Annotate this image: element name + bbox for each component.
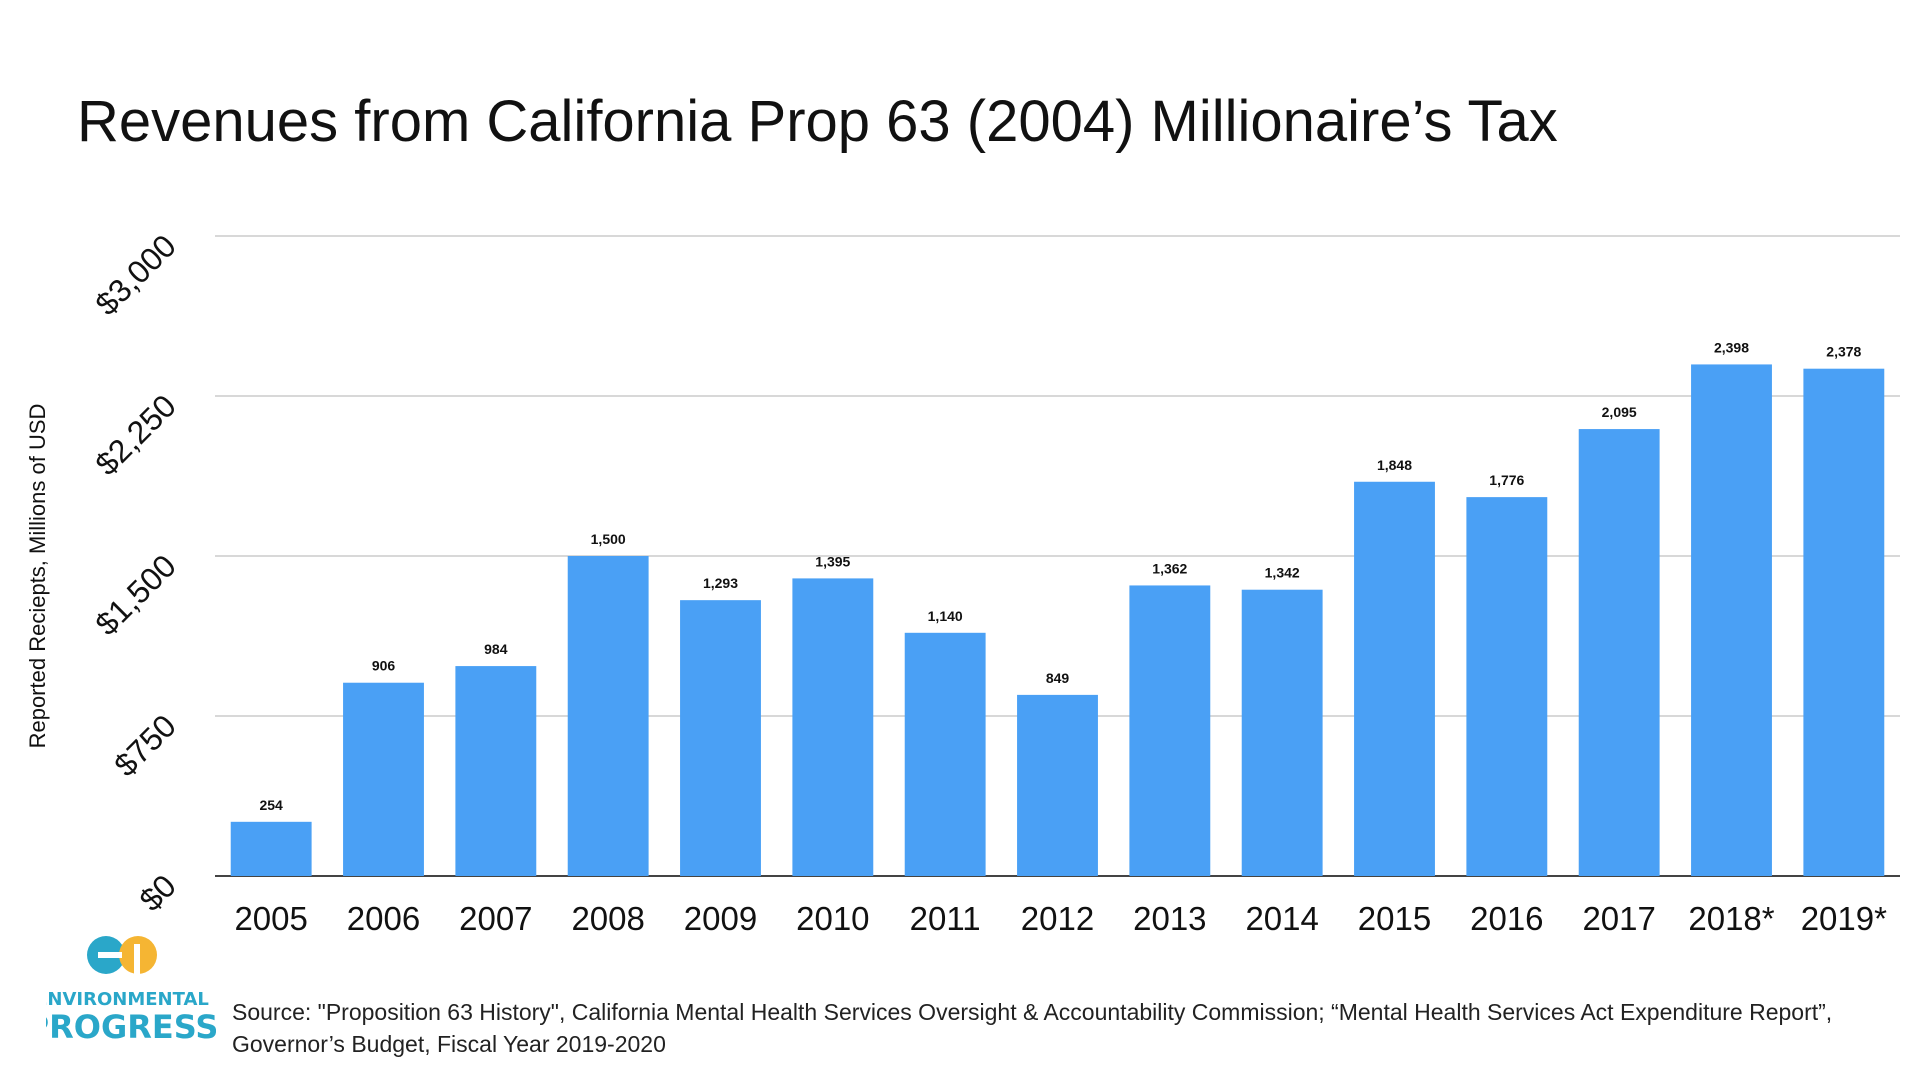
bar-2012 — [1017, 694, 1098, 876]
value-label-2005: 254 — [259, 797, 283, 813]
y-axis-title: Reported Reciepts, Millions of USD — [25, 404, 50, 749]
value-label-2015: 1,848 — [1377, 457, 1412, 473]
value-label-2008: 1,500 — [591, 531, 626, 547]
bar-2016 — [1466, 497, 1548, 876]
x-tick-label-2012: 2012 — [1021, 900, 1094, 937]
bar-2019* — [1803, 368, 1885, 876]
value-label-2013: 1,362 — [1152, 560, 1187, 576]
x-tick-label-2006: 2006 — [347, 900, 420, 937]
x-tick-label-2009: 2009 — [684, 900, 757, 937]
bar-2017 — [1578, 429, 1660, 876]
x-tick-label-2019*: 2019* — [1801, 900, 1887, 937]
bar-2018* — [1691, 364, 1772, 876]
x-tick-label-2008: 2008 — [571, 900, 644, 937]
value-label-2010: 1,395 — [815, 553, 850, 569]
bar-2010 — [792, 578, 874, 876]
value-label-2014: 1,342 — [1265, 565, 1300, 581]
value-label-2007: 984 — [484, 641, 508, 657]
bar-2011 — [904, 632, 986, 876]
value-label-2009: 1,293 — [703, 575, 738, 591]
bar-2014 — [1241, 589, 1323, 876]
value-label-2019*: 2,378 — [1826, 344, 1861, 360]
bar-2007 — [455, 666, 537, 876]
x-tick-label-2014: 2014 — [1245, 900, 1318, 937]
x-tick-label-2017: 2017 — [1582, 900, 1655, 937]
y-tick-label-4: $3,000 — [88, 227, 183, 322]
y-tick-label-3: $2,250 — [88, 387, 183, 482]
value-label-2018*: 2,398 — [1714, 339, 1749, 355]
value-label-2011: 1,140 — [928, 608, 963, 624]
x-tick-label-2011: 2011 — [910, 900, 981, 937]
bar-2015 — [1354, 481, 1435, 876]
x-tick-label-2010: 2010 — [796, 900, 869, 937]
y-tick-label-2: $1,500 — [88, 547, 183, 642]
value-label-2012: 849 — [1046, 670, 1070, 686]
y-tick-label-1: $750 — [107, 707, 183, 783]
logo-line1: ENVIRONMENTAL — [46, 989, 209, 1010]
y-tick-label-0: $0 — [132, 867, 183, 918]
source-note: Source: "Proposition 63 History", Califo… — [232, 999, 1833, 1057]
x-tick-label-2005: 2005 — [234, 900, 307, 937]
bar-2013 — [1129, 585, 1211, 876]
x-tick-label-2018*: 2018* — [1688, 900, 1774, 937]
bar-2005 — [230, 821, 312, 876]
logo-line2: PROGRESS — [46, 1008, 216, 1046]
value-label-2017: 2,095 — [1602, 404, 1637, 420]
bar-2009 — [680, 600, 761, 876]
value-label-2006: 906 — [372, 658, 396, 674]
ep-logo-icon — [87, 936, 157, 974]
environmental-progress-logo: ENVIRONMENTAL PROGRESS — [46, 936, 216, 1046]
x-tick-label-2015: 2015 — [1358, 900, 1431, 937]
x-tick-label-2013: 2013 — [1133, 900, 1206, 937]
chart-title: Revenues from California Prop 63 (2004) … — [77, 89, 1558, 154]
x-tick-label-2016: 2016 — [1470, 900, 1543, 937]
value-label-2016: 1,776 — [1489, 472, 1524, 488]
x-tick-label-2007: 2007 — [459, 900, 532, 937]
bar-2006 — [343, 682, 424, 876]
bar-2008 — [567, 556, 649, 876]
